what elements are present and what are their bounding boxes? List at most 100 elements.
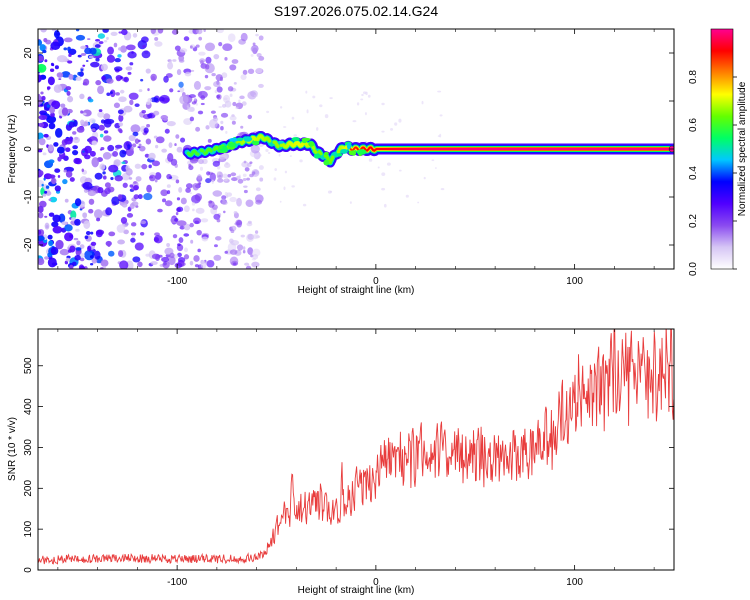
spectrogram-noise-blob [97,111,105,118]
spectrogram-noise-blob [140,231,145,236]
spectrogram-noise-blob [95,38,101,42]
spectrogram-noise-blob [48,198,52,202]
spectrogram-trace-segment [312,149,318,155]
spectrogram-scatter-dot [439,114,443,117]
spectrogram-scatter-dot [186,105,189,108]
spectrogram-trace-island [351,150,357,156]
spectrogram-noise-blob [128,92,139,100]
spectrogram-noise-blob [47,174,56,179]
spectrogram-scatter-dot [216,171,220,176]
colorbar: 0.0 0.2 0.4 0.6 0.8 Normalized spectral ampl… [688,28,748,276]
spectrogram-noise-blob [38,114,48,121]
snr-x-tick-label: 100 [566,577,583,588]
spectrogram-noise-blob [162,198,167,203]
spectrogram-noise-blob [204,74,209,79]
spectrogram-noise-blob [118,114,124,122]
spectrogram-noise-blob [161,256,170,263]
spectrogram-trace-segment [274,142,280,149]
spectrogram-noise-blob [106,78,114,84]
spectrogram-noise-blob [69,245,76,253]
spectrogram-noise-blob [229,93,233,97]
spectrogram-noise-blob [53,84,63,93]
spectrogram-noise-blob [242,246,246,251]
spectrogram-noise-blob [65,147,71,153]
spectrogram-noise-blob [141,36,149,43]
spectrogram-noise-blob [88,55,94,59]
spectrogram-x-label: Height of straight line (km) [298,285,415,296]
spectrogram-noise-blob [125,66,133,71]
spectrogram-noise-blob [75,228,80,232]
spectrogram-noise-blob [246,177,250,181]
spectrogram-scatter-dot [431,159,435,162]
spectrogram-noise-blob [240,125,244,129]
spectrogram-noise-blob [66,91,71,96]
spectrogram-noise-blob [244,262,250,266]
spectrogram-noise-blob [133,185,140,191]
spectrogram-noise-blob [222,173,228,179]
spectrogram-noise-blob [229,115,237,121]
spectrogram-scatter-dot [362,91,367,95]
spectrogram-noise-blob [76,240,81,246]
spectrogram-noise-blob [123,76,129,83]
spectrogram-noise-blob [150,261,158,266]
spectrogram-noise-blob [90,231,94,235]
spectrogram-noise-blob [67,95,74,103]
spectrogram-scatter-dot [305,90,308,94]
spectrogram-noise-blob [112,150,119,157]
spectrogram-noise-blob [51,63,55,67]
spectrogram-noise-blob [205,125,210,130]
spectrogram-noise-blob [95,80,102,86]
snr-y-tick-label: 400 [23,398,34,415]
spectrogram-scatter-dot [312,95,316,99]
spectrogram-scatter-dot [439,133,442,138]
spectrogram-noise-blob [255,33,259,37]
spectrogram-noise-blob [54,65,59,70]
spectrogram-noise-blob [252,42,256,46]
spectrogram-noise-blob [104,187,111,195]
spectrogram-noise-blob [115,144,123,149]
spectrogram-scatter-dot [440,187,445,191]
spectrogram-noise-blob [58,213,66,223]
spectrogram-noise-blob [236,197,242,207]
spectrogram-noise-blob [38,235,45,242]
spectrogram-noise-blob [175,134,180,139]
spectrogram-noise-blob [193,255,200,262]
snr-y-tick-label: 500 [23,357,34,374]
spectrogram-trace-segment [236,139,242,144]
spectrogram-noise-blob [70,210,77,220]
spectrogram-scatter-dot [421,100,424,105]
spectrogram-scatter-dot [437,90,442,93]
spectrogram-scatter-dot [394,122,398,126]
spectrogram-noise-blob [38,212,44,219]
spectrogram-noise-blob [167,153,174,162]
spectrogram-noise-blob [45,225,49,229]
spectrogram-scatter-dot [368,158,373,162]
spectrogram-noise-blob [169,252,175,259]
spectrogram-noise-blob [250,45,259,53]
spectrogram-noise-blob [80,68,84,72]
spectrogram-noise-blob [123,229,129,235]
spectrogram-noise-blob [132,131,139,137]
spectrogram-noise-blob [72,131,77,135]
spectrogram-noise-blob [79,253,85,258]
spectrogram-noise-blob [132,33,138,38]
spectrogram-noise-blob [104,182,111,189]
spectrogram-noise-blob [68,74,74,80]
spectrogram-noise-blob [138,89,143,93]
spectrogram-scatter-dot [189,192,193,195]
spectrogram-noise-blob [254,230,259,234]
spectrogram-noise-blob [252,171,256,175]
spectrogram-noise-blob [74,198,82,207]
spectrogram-noise-blob [166,173,172,180]
spectrogram-noise-blob [107,243,111,247]
spectrogram-noise-blob [155,144,159,149]
colorbar-gradient [710,28,734,270]
spectrogram-noise-blob [98,109,103,113]
spectrogram-noise-blob [168,142,173,149]
spectrogram-noise-blob [166,243,171,248]
spectrogram-noise-blob [118,47,122,51]
spectrogram-noise-blob [204,42,216,52]
spectrogram-noise-blob [134,242,144,251]
spectrogram-noise-blob [82,181,93,190]
spectrogram-noise-blob [82,112,87,116]
